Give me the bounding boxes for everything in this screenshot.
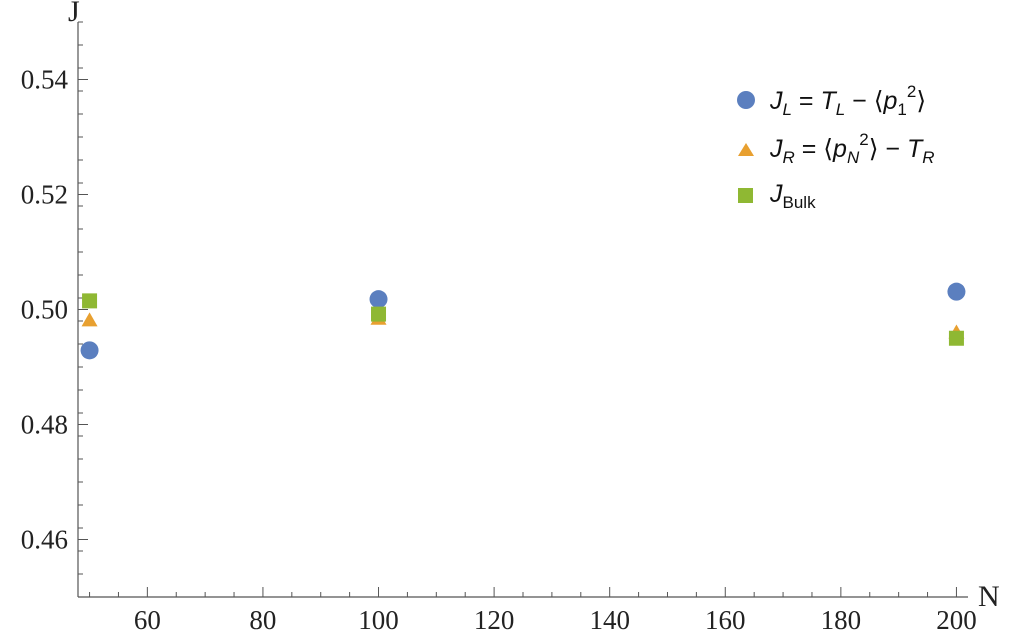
data-point-square [371,306,387,322]
data-point-square [948,330,964,346]
data-point-square [82,293,98,309]
x-tick-label: 160 [705,605,746,635]
legend-marker-JBulk [738,188,753,203]
x-tick-label: 80 [249,605,276,635]
y-tick-label: 0.54 [21,65,69,95]
y-tick-label: 0.48 [21,410,68,440]
x-tick-label: 140 [589,605,630,635]
x-tick-label: 120 [474,605,515,635]
y-tick-label: 0.46 [21,525,68,555]
y-tick-label: 0.50 [21,295,68,325]
x-tick-label: 100 [358,605,399,635]
legend-label-JBulk: JBulk [769,180,816,212]
x-axis-title: N [978,580,1000,613]
x-tick-label: 200 [936,605,977,635]
legend-label-JR: JR = ⟨pN2⟩ − TR [769,130,935,167]
data-point-triangle [81,312,98,327]
data-points [80,282,966,360]
y-axis-title: J [68,0,80,28]
x-tick-label: 180 [821,605,862,635]
data-point-circle [947,282,966,301]
tick-labels: 60 80 100 120 140 160 180 200 0.46 0.48 0.50 0.52 0.… [21,65,977,636]
data-point-circle [80,341,99,360]
legend-marker-JR [738,143,754,156]
legend-label-JL: JL = TL − ⟨p12⟩ [769,82,926,119]
y-tick-label: 0.52 [21,180,68,210]
data-point-circle [369,290,388,309]
legend: JL = TL − ⟨p12⟩ JR = ⟨pN2⟩ − TR JBulk [737,82,935,212]
ticks [78,21,957,598]
legend-marker-JL [737,91,755,109]
x-tick-label: 60 [134,605,161,635]
